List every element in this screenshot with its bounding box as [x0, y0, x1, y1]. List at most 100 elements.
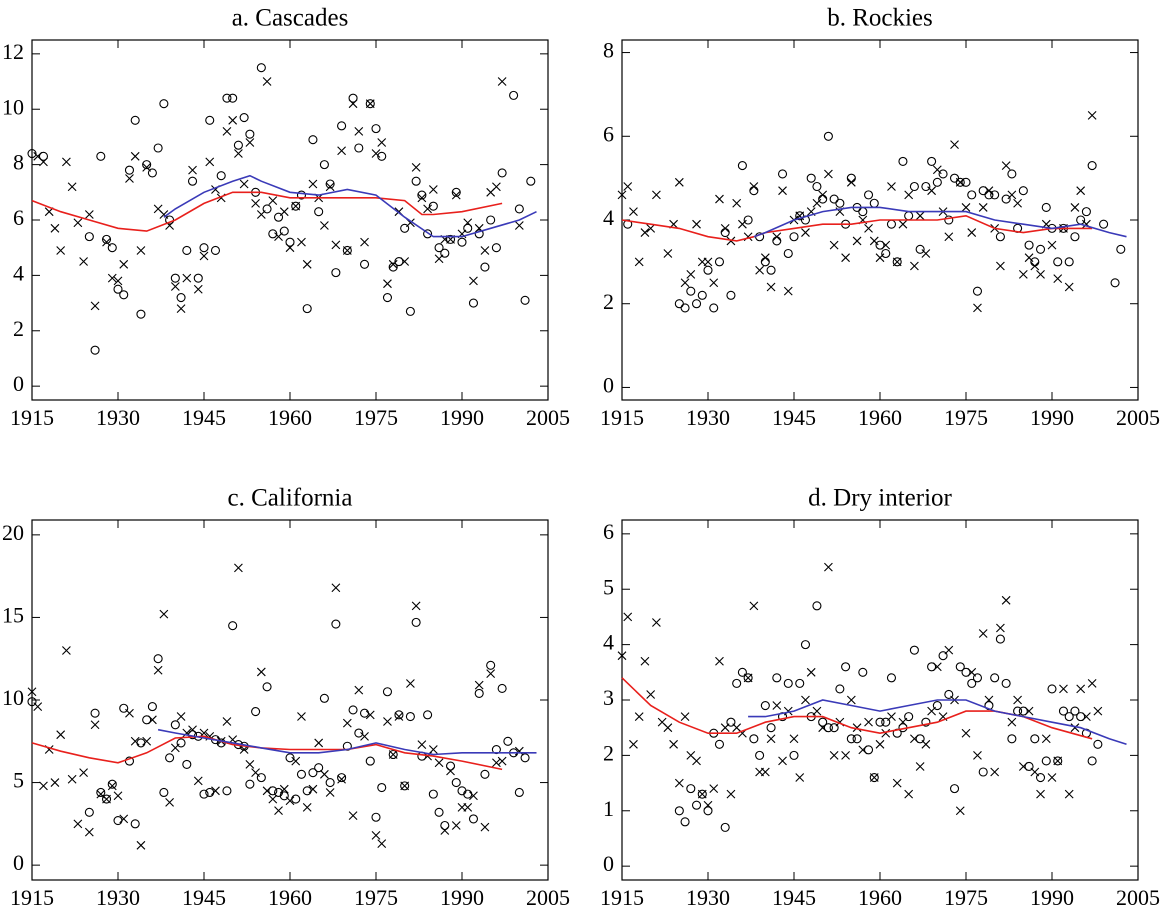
cross-marker — [337, 774, 346, 784]
circle-marker — [451, 778, 461, 788]
circle-marker — [1076, 215, 1086, 225]
circle-marker — [680, 303, 690, 313]
circle-marker — [497, 683, 507, 693]
circle-marker — [938, 169, 948, 179]
circle-marker — [697, 789, 707, 799]
circle-marker — [279, 791, 289, 801]
circle-marker — [1035, 772, 1046, 783]
cross-marker — [193, 284, 203, 294]
cross-marker — [846, 695, 856, 705]
x-tick-label: 2005 — [526, 885, 570, 910]
cross-marker — [996, 623, 1005, 633]
cross-marker — [932, 165, 942, 175]
cross-marker — [927, 186, 936, 196]
cross-marker — [961, 203, 971, 212]
circle-marker — [972, 673, 983, 683]
cross-marker — [875, 253, 885, 263]
cross-marker — [211, 786, 220, 796]
cross-marker — [73, 819, 83, 829]
circle-marker — [124, 165, 135, 175]
y-tick-label: 6 — [603, 121, 614, 146]
cross-marker — [119, 259, 129, 269]
circle-marker — [726, 290, 736, 300]
cross-marker — [113, 276, 123, 286]
cross-marker — [749, 601, 759, 611]
circle-marker — [795, 678, 805, 688]
cross-marker — [514, 746, 524, 756]
cross-marker — [308, 179, 318, 189]
panel-title: d. Dry interior — [808, 485, 952, 512]
circle-marker — [749, 186, 759, 196]
circle-marker — [1030, 734, 1040, 744]
cross-marker — [904, 789, 914, 799]
circle-marker — [990, 673, 1000, 683]
circle-marker — [743, 673, 753, 683]
circle-marker — [273, 212, 284, 222]
cross-marker — [726, 236, 736, 246]
circle-marker — [1070, 232, 1080, 242]
circle-marker — [932, 700, 942, 711]
cross-marker — [348, 811, 358, 820]
circle-marker — [691, 299, 702, 309]
y-tick-label: 0 — [603, 372, 614, 397]
cross-marker — [136, 246, 146, 255]
circle-marker — [371, 812, 381, 822]
x-tick-label: 1960 — [858, 405, 902, 430]
y-tick-label: 0 — [13, 850, 24, 875]
circle-marker — [984, 190, 994, 200]
cross-marker — [90, 301, 100, 311]
circle-marker — [886, 673, 897, 683]
circle-marker — [480, 769, 490, 779]
circle-marker — [812, 181, 822, 192]
circle-marker — [990, 190, 1000, 200]
cross-marker — [182, 273, 192, 283]
cross-marker — [881, 728, 891, 738]
circle-marker — [526, 176, 536, 186]
cross-marker — [915, 211, 925, 221]
cross-marker — [789, 734, 799, 744]
cross-marker — [646, 223, 656, 233]
circle-marker — [147, 168, 157, 178]
circle-marker — [480, 262, 490, 272]
circle-marker — [445, 761, 456, 771]
cross-marker — [314, 738, 324, 748]
circle-marker — [153, 143, 163, 153]
circle-marker — [1024, 240, 1034, 250]
circle-marker — [766, 723, 776, 733]
circle-marker — [806, 173, 816, 183]
circle-marker — [509, 90, 519, 100]
x-tick-label: 1975 — [944, 405, 988, 430]
circle-marker — [27, 148, 37, 159]
circle-marker — [915, 734, 925, 744]
cross-marker — [406, 679, 415, 688]
circle-marker — [783, 248, 793, 259]
cross-marker — [325, 182, 335, 192]
cross-marker — [205, 157, 215, 167]
cross-marker — [388, 259, 398, 269]
cross-marker — [234, 149, 243, 158]
cross-marker — [176, 712, 186, 721]
circle-marker — [445, 234, 456, 244]
cross-marker — [1064, 789, 1074, 799]
cross-marker — [634, 712, 644, 722]
circle-marker — [319, 693, 329, 703]
y-tick-label: 3 — [603, 685, 614, 710]
cross-marker — [434, 758, 444, 768]
x-tick-label: 1990 — [1030, 885, 1074, 910]
cross-marker — [973, 750, 982, 760]
circle-marker — [474, 688, 484, 698]
circle-marker — [199, 789, 209, 799]
cross-marker — [50, 778, 60, 787]
circle-marker — [325, 179, 335, 189]
cross-marker — [308, 784, 318, 794]
cross-marker — [1013, 695, 1022, 705]
circle-marker — [474, 229, 484, 239]
circle-marker — [411, 617, 421, 627]
circle-marker — [783, 678, 793, 688]
x-tick-label: 1930 — [686, 405, 730, 430]
cross-marker — [990, 767, 1000, 777]
cross-marker — [302, 259, 312, 269]
y-tick-label: 20 — [2, 520, 24, 545]
cross-marker — [692, 219, 701, 229]
y-tick-label: 2 — [13, 316, 24, 341]
